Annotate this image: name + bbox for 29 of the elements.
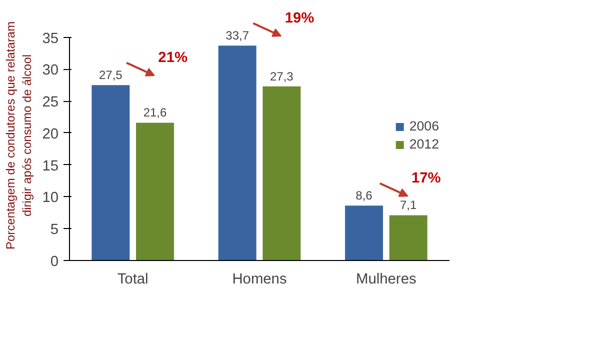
bar [389,215,428,260]
y-tick-label: 25 [42,94,59,111]
bar [218,46,256,260]
y-tick-label: 10 [42,190,59,206]
y-tick-label: 35 [42,30,59,47]
data-label: 21,6 [143,106,168,120]
data-label: 33,7 [226,28,250,43]
y-tick-label: 5 [50,222,59,238]
annotation: 17% [412,170,441,187]
bar [345,206,383,260]
text: 19% [284,10,314,26]
bar [92,85,130,260]
x-tick-label: Total [117,272,148,288]
data-label: 7,1 [400,198,417,212]
bar [136,122,174,260]
annotation: 21% [158,50,188,66]
y-axis-title: Porcentagem de condutores que relataram dirigir após consumo de álcool [3,21,34,250]
legend-label: 2012 [409,136,439,152]
data-label: 27,5 [98,68,123,82]
legend-label: 2006 [409,118,439,134]
bar [262,86,301,260]
y-tick-label: 15 [42,158,59,174]
y-tick-label: 0 [50,254,59,270]
data-label: 8,6 [356,188,373,203]
y-tick-label: 20 [42,126,59,142]
x-tick-label: Mulheres [356,272,416,288]
x-tick-label: Homens [232,272,287,288]
data-label: 27,3 [270,69,294,84]
y-tick-label: 30 [42,62,59,79]
